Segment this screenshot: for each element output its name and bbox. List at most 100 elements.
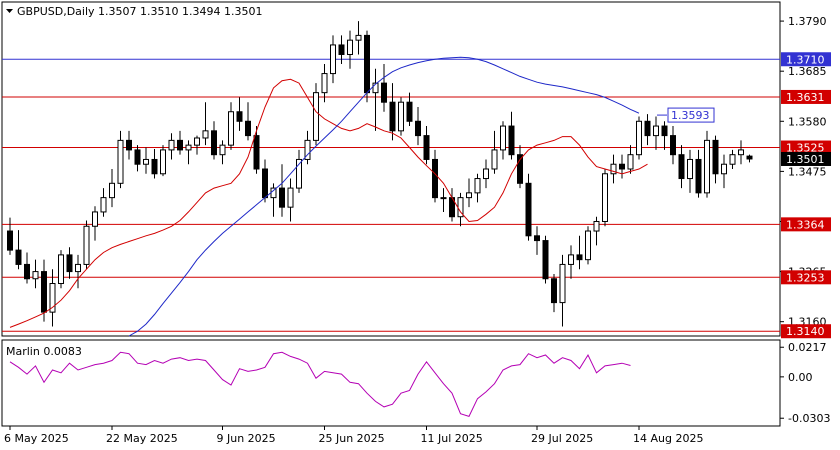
candle-body-bear xyxy=(41,271,47,313)
candle xyxy=(593,216,600,246)
level-label-4: 1.3253 xyxy=(781,270,831,285)
candle xyxy=(381,64,387,112)
candle xyxy=(66,247,73,279)
level-label-2: 1.3525 xyxy=(781,140,831,155)
horizontal-levels xyxy=(2,58,780,332)
candle xyxy=(559,254,566,327)
candle-body-bear xyxy=(406,101,413,122)
candle-body-bull xyxy=(58,254,64,285)
candle-body-bull xyxy=(143,158,149,165)
candle xyxy=(245,102,251,141)
level-label-1: 1.3631 xyxy=(781,89,831,104)
slow-ma-value-label: 1.3593 xyxy=(657,107,715,123)
candle-body-bull xyxy=(117,139,124,184)
candle-body-bull xyxy=(491,149,498,170)
candle xyxy=(58,250,64,289)
candle-body-bear xyxy=(619,163,625,170)
candle xyxy=(687,149,693,193)
candle xyxy=(143,147,149,174)
candle xyxy=(491,130,498,174)
candle-body-bear xyxy=(415,120,421,137)
candle xyxy=(321,64,328,103)
candle xyxy=(585,226,591,265)
time-tick-label: 6 May 2025 xyxy=(4,432,69,445)
level-label-5: 1.3140 xyxy=(781,324,831,339)
time-axis: 6 May 2025 22 May 2025 9 Jun 2025 25 Jun 20… xyxy=(4,426,703,445)
candle xyxy=(661,121,668,150)
candle-body-bull xyxy=(330,44,336,75)
symbol-header: GBPUSD,Daily 1.3507 1.3510 1.3494 1.3501 xyxy=(6,5,262,18)
candle-body-bull xyxy=(296,158,302,189)
candle-body-bear xyxy=(389,101,396,132)
candle-body-bull xyxy=(610,163,617,175)
level-label-bg xyxy=(781,324,831,339)
candle xyxy=(551,273,557,313)
candle-body-bull xyxy=(194,137,200,146)
level-label-0: 1.3710 xyxy=(781,52,831,67)
candle-body-bull xyxy=(653,125,659,137)
candle xyxy=(619,154,625,179)
candle xyxy=(279,164,285,217)
candle xyxy=(500,121,506,160)
candle-body-bear xyxy=(364,34,370,94)
candle xyxy=(729,149,736,169)
level-label-bg xyxy=(781,52,831,67)
candle-body-bull xyxy=(704,139,710,194)
candle-body-bull xyxy=(160,149,166,175)
candle xyxy=(534,226,540,255)
candle xyxy=(49,269,56,327)
candle-body-bear xyxy=(177,139,183,151)
candle xyxy=(372,68,379,131)
time-tick-label: 14 Aug 2025 xyxy=(633,432,703,445)
candle-body-bull xyxy=(287,187,294,208)
time-tick-label: 25 Jun 2025 xyxy=(319,432,385,445)
candle xyxy=(219,140,226,165)
candle-body-bear xyxy=(236,111,243,122)
level-label-bg xyxy=(781,270,831,285)
candle-body-bull xyxy=(500,125,506,151)
candle xyxy=(568,245,574,279)
candle-body-bull xyxy=(49,283,56,313)
candle xyxy=(75,254,81,289)
fast-moving-average xyxy=(9,78,648,328)
candle xyxy=(32,259,39,289)
osc-tick-label: -0.0303 xyxy=(788,412,830,425)
candle-body-bear xyxy=(551,278,557,304)
candle-body-bull xyxy=(372,82,379,94)
candle xyxy=(517,145,523,189)
candle-body-bear xyxy=(670,135,676,156)
candle-body-bull xyxy=(185,144,192,151)
candle xyxy=(466,178,472,208)
candle xyxy=(15,230,22,270)
candle xyxy=(330,35,336,84)
ma-callout-text: 1.3593 xyxy=(671,109,710,122)
price-tick-label: 1.3580 xyxy=(788,115,827,128)
price-tick-label: 1.3685 xyxy=(788,65,827,78)
candle xyxy=(338,35,345,65)
candle-body-bull xyxy=(313,92,319,141)
candle xyxy=(423,126,430,165)
candle xyxy=(542,235,549,284)
candle xyxy=(160,145,166,177)
candle xyxy=(636,116,642,160)
candle-body-bear xyxy=(432,158,438,199)
candle-body-bear xyxy=(126,139,132,151)
candle-body-bear xyxy=(211,130,217,156)
candle xyxy=(168,133,175,160)
candle xyxy=(109,169,115,208)
time-tick-label: 22 May 2025 xyxy=(106,432,178,445)
candle-body-bear xyxy=(338,44,345,55)
candle-body-bear xyxy=(695,158,702,194)
candle-body-bear xyxy=(151,158,158,175)
candle-body-bull xyxy=(466,192,472,199)
candle-body-bear xyxy=(66,254,73,273)
collapse-triangle-icon[interactable] xyxy=(6,9,13,13)
candle xyxy=(228,102,234,150)
candle xyxy=(474,173,481,203)
candle xyxy=(576,235,583,270)
candle xyxy=(355,21,362,55)
time-tick-label: 29 Jul 2025 xyxy=(531,432,593,445)
candle-body-bull xyxy=(559,263,566,304)
candle-body-bear xyxy=(525,182,532,237)
candle xyxy=(185,140,192,165)
